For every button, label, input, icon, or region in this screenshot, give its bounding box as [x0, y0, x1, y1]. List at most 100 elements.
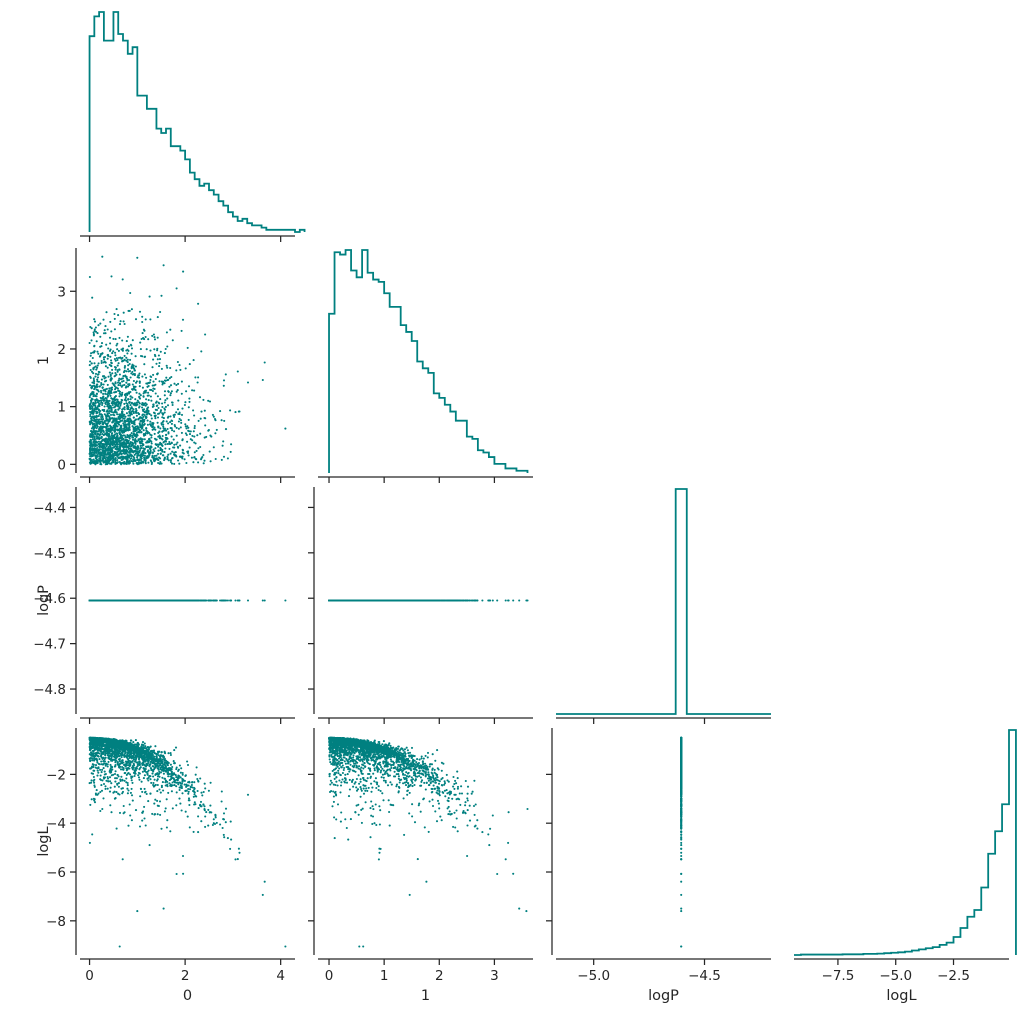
scatter-point [99, 323, 101, 325]
scatter-point [152, 404, 154, 406]
scatter-point [94, 395, 96, 397]
scatter-point [200, 350, 202, 352]
scatter-point [182, 438, 184, 440]
scatter-point [159, 442, 161, 444]
scatter-point [172, 402, 174, 404]
scatter-point [164, 401, 166, 403]
scatter-point [176, 287, 178, 289]
scatter-point [166, 398, 168, 400]
scatter-point [193, 430, 195, 432]
scatter-point [154, 412, 156, 414]
scatter-point [284, 428, 286, 430]
scatter-point [169, 329, 171, 331]
scatter-point [132, 461, 134, 463]
scatter-point [95, 402, 97, 404]
scatter-point [143, 429, 145, 431]
scatter-point [140, 431, 142, 433]
scatter-point [89, 342, 91, 344]
scatter-point [98, 362, 100, 364]
scatter-point [131, 437, 133, 439]
scatter-point [111, 372, 113, 374]
scatter-point [107, 354, 109, 356]
scatter-point [109, 445, 111, 447]
scatter-point [189, 433, 191, 435]
scatter-point [229, 409, 231, 411]
scatter-point [93, 366, 95, 368]
scatter-point [147, 338, 149, 340]
scatter-point [89, 276, 91, 278]
scatter-point [168, 386, 170, 388]
scatter-point [146, 446, 148, 448]
scatter-point [114, 375, 116, 377]
scatter-point [141, 427, 143, 429]
scatter-point [162, 423, 164, 425]
scatter-point [222, 445, 224, 447]
scatter-point [152, 381, 154, 383]
scatter-point [204, 417, 206, 419]
scatter-point [153, 450, 155, 452]
scatter-point [127, 453, 129, 455]
scatter-point [101, 383, 103, 385]
scatter-point [146, 408, 148, 410]
scatter-point [139, 420, 141, 422]
scatter-point [170, 427, 172, 429]
scatter-point [101, 402, 103, 404]
scatter-point [103, 377, 105, 379]
scatter-point [149, 451, 151, 453]
scatter-point [107, 358, 109, 360]
scatter-point [223, 456, 225, 458]
scatter-point [143, 424, 145, 426]
scatter-point [108, 453, 110, 455]
scatter-point [157, 436, 159, 438]
scatter-point [140, 348, 142, 350]
scatter-point [181, 393, 183, 395]
scatter-point [97, 365, 99, 367]
scatter-point [145, 417, 147, 419]
scatter-point [188, 406, 190, 408]
scatter-point [238, 411, 240, 413]
scatter-point [144, 373, 146, 375]
scatter-point [193, 359, 195, 361]
scatter-point [114, 358, 116, 360]
scatter-point [100, 420, 102, 422]
scatter-point [93, 393, 95, 395]
scatter-point [101, 425, 103, 427]
scatter-point [110, 430, 112, 432]
scatter-point [110, 426, 112, 428]
scatter-point [94, 445, 96, 447]
scatter-point [122, 450, 124, 452]
scatter-point [129, 363, 131, 365]
scatter-point [114, 458, 116, 460]
scatter-point [118, 380, 120, 382]
scatter-point [102, 409, 104, 411]
scatter-point [151, 366, 153, 368]
scatter-point [184, 401, 186, 403]
scatter-point [116, 348, 118, 350]
scatter-point [122, 457, 124, 459]
scatter-point [176, 427, 178, 429]
scatter-point [116, 425, 118, 427]
scatter-point [164, 443, 166, 445]
scatter-point [124, 421, 126, 423]
scatter-point [158, 362, 160, 364]
scatter-point [91, 419, 93, 421]
scatter-point [90, 453, 92, 455]
scatter-point [114, 406, 116, 408]
scatter-point [132, 408, 134, 410]
scatter-point [106, 432, 108, 434]
scatter-point [162, 454, 164, 456]
scatter-point [167, 404, 169, 406]
scatter-point [109, 459, 111, 461]
scatter-point [127, 424, 129, 426]
scatter-point [140, 445, 142, 447]
scatter-point [104, 361, 106, 363]
scatter-point [154, 417, 156, 419]
scatter-point [131, 455, 133, 457]
scatter-point [141, 376, 143, 378]
scatter-point [125, 376, 127, 378]
scatter-point [156, 348, 158, 350]
scatter-point [133, 459, 135, 461]
scatter-point [154, 388, 156, 390]
scatter-point [143, 330, 145, 332]
scatter-point [157, 358, 159, 360]
